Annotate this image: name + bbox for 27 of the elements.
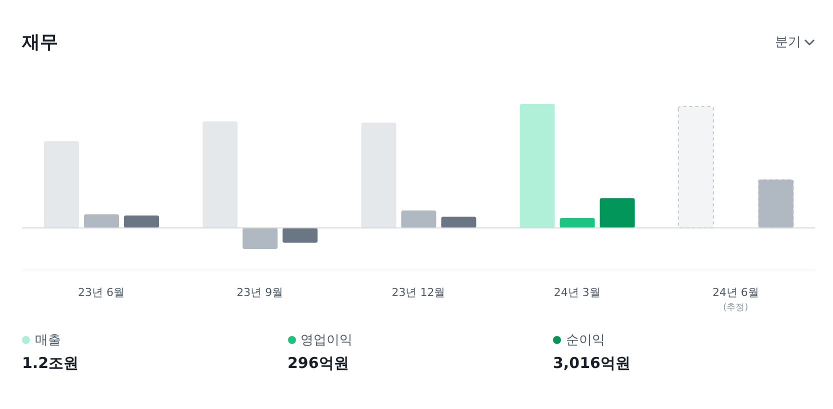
- text: (추정): [723, 303, 748, 313]
- x-tick-label: 24년 3월: [554, 286, 600, 299]
- bar: [361, 122, 396, 228]
- bar: [560, 218, 595, 228]
- bar: [600, 198, 635, 228]
- legend-label: 매출: [35, 332, 61, 349]
- text: 296억원: [288, 354, 350, 373]
- bar: [124, 215, 159, 228]
- bar: [44, 141, 79, 228]
- x-tick-label: 23년 12월: [392, 286, 446, 299]
- bar: [282, 228, 318, 243]
- bar: [202, 121, 238, 228]
- bar: [242, 228, 278, 249]
- text: 분기: [775, 34, 801, 51]
- text: 3,016억원: [553, 354, 630, 373]
- chart-title: 재무: [22, 31, 58, 54]
- bar: [84, 214, 119, 228]
- bar: [401, 210, 436, 228]
- text: 1.2조원: [22, 354, 79, 373]
- x-tick-label: 23년 6월: [78, 286, 125, 299]
- bar: [441, 216, 476, 228]
- x-tick-label: 23년 9월: [236, 286, 284, 299]
- bar: [678, 106, 714, 228]
- x-tick-label: 24년 6월: [712, 286, 759, 299]
- bar: [520, 104, 555, 228]
- legend-label: 영업이익: [300, 332, 352, 349]
- legend-label: 순이익: [566, 332, 605, 349]
